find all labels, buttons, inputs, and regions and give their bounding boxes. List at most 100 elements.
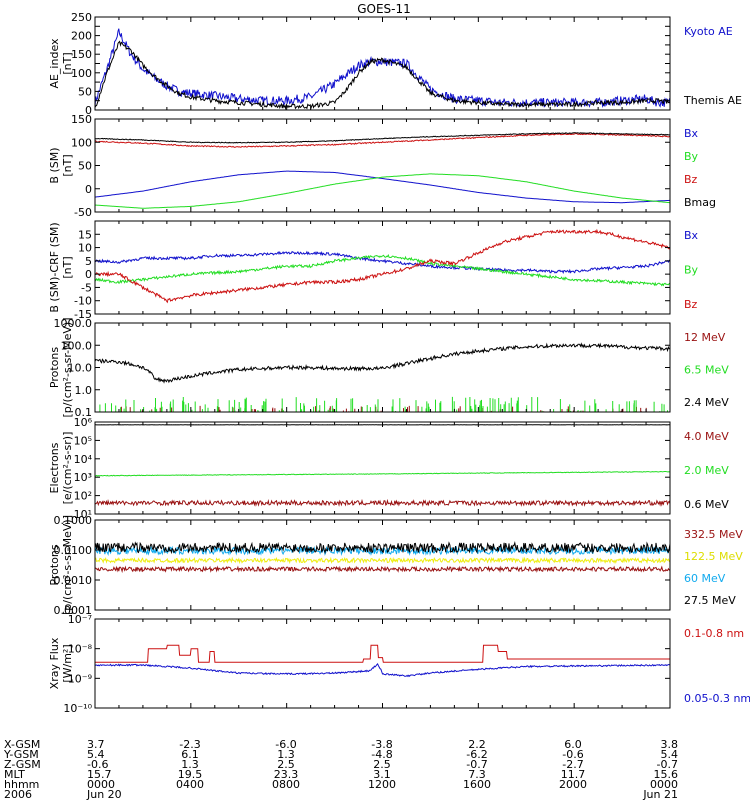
legend-4-0: 4.0 MeV — [684, 430, 729, 443]
ytick-label: 200 — [71, 30, 92, 43]
ylabel: [W/m²] — [61, 644, 74, 682]
ytick-label: 100 — [71, 136, 92, 149]
orbit-cell: -6.0 — [275, 738, 296, 751]
ytick-label: 10⁻¹⁰ — [63, 702, 92, 715]
ytick-label: 15 — [78, 228, 92, 241]
panel-frame — [94, 421, 671, 515]
ytick-label: 50 — [78, 85, 92, 98]
series-group — [95, 644, 670, 678]
series-2-1 — [95, 253, 670, 287]
orbit-row-label: MLT — [4, 768, 25, 781]
orbit-cell: 5.4 — [661, 748, 679, 761]
orbit-cell: 2000 — [559, 778, 587, 791]
series-1-1 — [95, 173, 670, 209]
legend-3-1: 6.5 MeV — [684, 364, 729, 377]
orbit-cell: -0.7 — [657, 758, 678, 771]
ylabel: [nT] — [61, 154, 74, 176]
orbit-row-label: Z-GSM — [4, 758, 41, 771]
ytick-label: 10³ — [74, 471, 92, 484]
series-1-3 — [95, 132, 670, 144]
legend-6-1: 0.05-0.3 nm — [684, 692, 750, 705]
orbit-cell: -6.2 — [466, 748, 487, 761]
orbit-cell: 2.5 — [373, 758, 391, 771]
legend-1-1: By — [684, 150, 699, 163]
legend-1-3: Bmag — [684, 196, 716, 209]
panel-1: -50 0 50 100 150 B (SM) [nT] Bx By Bz Bmag — [48, 113, 716, 219]
orbit-row-label: X-GSM — [4, 738, 40, 751]
ytick-label: 0 — [85, 104, 92, 117]
ytick-label: 10⁵ — [74, 434, 92, 447]
ytick-label: -50 — [74, 206, 92, 219]
ytick-label: 0.0100 — [54, 544, 93, 557]
ytick-label: 0 — [85, 268, 92, 281]
orbit-row-label: Y-GSM — [3, 748, 39, 761]
ytick-label: -5 — [81, 281, 92, 294]
ytick-label: 50 — [78, 160, 92, 173]
legend-0-1: Themis AE — [683, 94, 742, 107]
orbit-cell: 19.5 — [178, 768, 203, 781]
ytick-label: 10² — [74, 490, 92, 503]
ytick-label: 150 — [71, 113, 92, 126]
orbit-cell: -4.8 — [371, 748, 392, 761]
orbit-cell: 2.2 — [468, 738, 486, 751]
series-group — [95, 424, 670, 508]
series-group — [95, 132, 670, 209]
series-4-1 — [95, 470, 670, 477]
series-4-0 — [95, 498, 670, 508]
ytick-label: -10 — [74, 295, 92, 308]
ylabel: B (SM) — [48, 147, 61, 183]
legend-3-0: 12 MeV — [684, 331, 726, 344]
series-0-1 — [95, 40, 670, 110]
legend-3-2: 2.4 MeV — [684, 396, 729, 409]
ytick-label: 100 — [71, 67, 92, 80]
orbit-cell: 0400 — [176, 778, 204, 791]
series-5-1 — [95, 556, 670, 565]
plot-title: GOES-11 — [357, 2, 411, 16]
ylabel: [nT] — [61, 52, 74, 74]
panel-5: 0.0001 0.0010 0.0100 0.1000 Protons [p/(cm²-s… — [48, 514, 743, 617]
ytick-label: 10 — [78, 242, 92, 255]
ytick-label: 10.0 — [68, 362, 93, 375]
orbit-cell: 1200 — [368, 778, 396, 791]
panel-3: 0.1 1.0 10.0 100.0 1000.0 Protons [p/(cm²-s-sr… — [48, 317, 729, 419]
orbit-cell: 0000 — [650, 778, 678, 791]
panel-6: 10⁻¹⁰ 10⁻⁹ 10⁻⁸ 10⁻⁷ Xray Flux [W/m²] 0.1-0.8 … — [48, 613, 750, 715]
series-5-0 — [95, 565, 670, 574]
legend-5-3: 27.5 MeV — [684, 594, 736, 607]
ylabel: [p/(cm²-s-sr-MeV)] — [61, 515, 74, 615]
orbit-row-label: hhmm — [4, 778, 39, 791]
ytick-label: 10⁻⁸ — [68, 643, 93, 656]
orbit-cell: -2.7 — [562, 758, 583, 771]
orbit-cell: 23.3 — [274, 768, 299, 781]
orbit-cell: 0000 — [87, 778, 115, 791]
series-2-2 — [95, 228, 670, 304]
orbit-cell: 15.6 — [654, 768, 679, 781]
orbit-cell: 3.8 — [661, 738, 679, 751]
ytick-label: 1.0 — [75, 384, 93, 397]
ytick-label: 1000.0 — [54, 317, 93, 330]
ytick-label: 0.1 — [75, 406, 93, 419]
orbit-cell: 0800 — [272, 778, 300, 791]
ytick-label: 10⁶ — [74, 416, 93, 429]
ylabel: Xray Flux — [48, 637, 61, 689]
ytick-label: 0.1000 — [54, 514, 93, 527]
orbit-cell: 11.7 — [561, 768, 586, 781]
ytick-label: 10⁻⁹ — [68, 672, 92, 685]
ytick-label: 10¹ — [74, 508, 92, 521]
orbit-cell: 7.3 — [468, 768, 486, 781]
legend-2-1: By — [684, 264, 699, 277]
orbit-cell: Jun 21 — [642, 788, 678, 800]
series-1-2 — [95, 132, 670, 148]
ylabel: Electrons — [48, 442, 61, 493]
ytick-label: 10⁴ — [74, 453, 93, 466]
orbit-cell: 5.4 — [87, 748, 105, 761]
ylabel: B (SM)-CRF (SM) — [48, 222, 61, 312]
ytick-label: 5 — [85, 255, 92, 268]
series-group — [95, 28, 670, 110]
legend-6-0: 0.1-0.8 nm — [684, 627, 744, 640]
orbit-row-label: 2006 — [4, 788, 32, 800]
series-group — [95, 228, 670, 304]
series-6-0 — [95, 644, 670, 663]
